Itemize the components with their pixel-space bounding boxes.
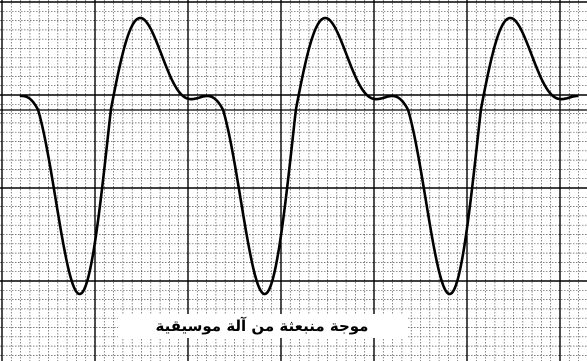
sound-waveform (19, 16, 579, 296)
waveform-caption: موجة منبعثة من آلة موسيقية (156, 317, 369, 335)
caption-background (118, 314, 408, 338)
